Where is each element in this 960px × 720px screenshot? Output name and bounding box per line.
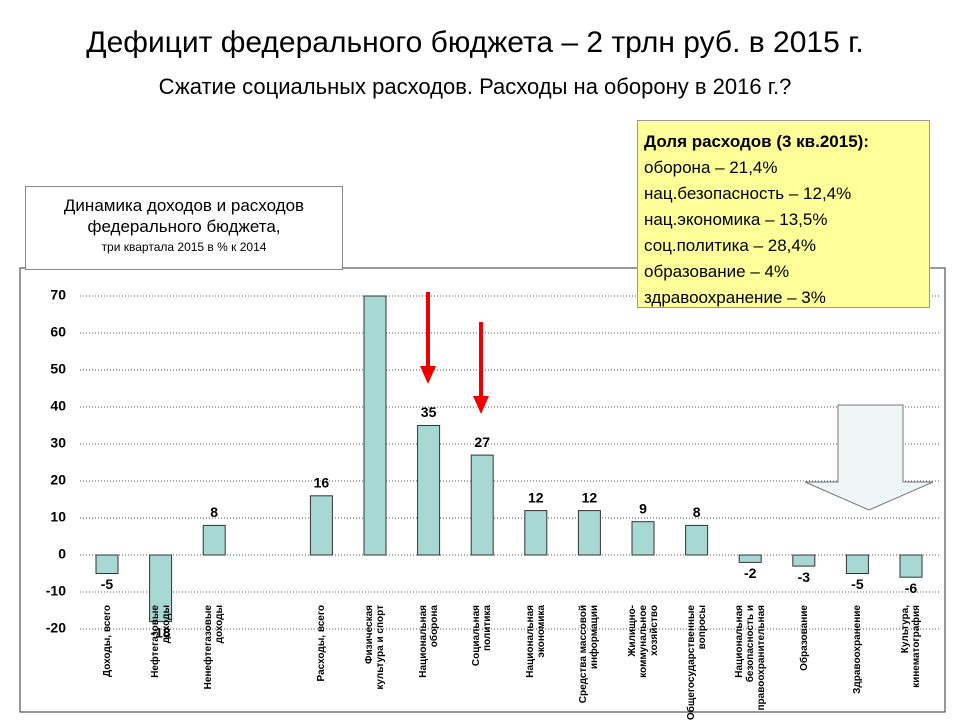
- y-tick-label: 0: [58, 546, 66, 562]
- y-tick-label: 10: [50, 509, 66, 525]
- bar: [149, 554, 173, 623]
- value-label: -18: [150, 624, 170, 640]
- x-tick-label: Образование: [798, 605, 810, 671]
- bar: [845, 554, 869, 574]
- y-tick-label: -10: [46, 583, 66, 599]
- x-tick-label: Национальная безопасность и правоохранит…: [733, 605, 767, 711]
- inset-title-line: федерального бюджета,: [87, 217, 281, 236]
- x-tick-label: Средства массовой информации: [578, 605, 601, 704]
- y-tick-label: -20: [46, 620, 66, 636]
- y-tick-label: 50: [50, 361, 66, 377]
- x-tick-label: Культура, кинематография: [900, 605, 922, 688]
- bar: [470, 454, 494, 556]
- x-tick-label: Расходы, всего: [315, 605, 327, 682]
- bar: [738, 554, 762, 563]
- y-tick-label: 40: [50, 398, 66, 414]
- x-tick-label: Национальная экономика: [524, 605, 547, 678]
- y-tick-label: 30: [50, 435, 66, 451]
- value-label: 8: [693, 504, 701, 520]
- bar: [363, 295, 387, 556]
- y-tick-label: 60: [50, 324, 66, 340]
- bar: [202, 524, 226, 556]
- value-label: -5: [851, 576, 864, 592]
- bar: [899, 554, 923, 578]
- x-tick-label: Нефтегазовые доходы: [149, 605, 172, 678]
- x-tick-label: Здравоохранение: [851, 605, 863, 694]
- bar: [577, 510, 601, 556]
- value-label: 35: [421, 404, 437, 420]
- value-label: 16: [314, 475, 330, 491]
- value-label: 12: [582, 489, 598, 505]
- inset-title: Динамика доходов и расходов федерального …: [26, 195, 342, 237]
- bar: [524, 510, 548, 556]
- value-label: 12: [528, 489, 544, 505]
- x-tick-label: Социальная политика: [471, 605, 494, 667]
- x-tick-label: Физическая культура и спорт: [364, 605, 386, 690]
- value-label: -5: [101, 576, 114, 592]
- x-tick-label: Общегосударственные вопросы: [685, 605, 708, 720]
- chart-title: Дефицит федерального бюджета – 2 трлн ру…: [86, 26, 863, 59]
- value-label: -6: [905, 580, 918, 596]
- note-line: нац.безопасность – 12,4%: [644, 184, 852, 203]
- bar: [685, 524, 709, 556]
- value-label: 8: [210, 504, 218, 520]
- bar: [417, 425, 441, 556]
- note-box: Доля расходов (3 кв.2015): оборона – 21,…: [637, 120, 930, 308]
- note-line: нац.экономика – 13,5%: [644, 210, 828, 229]
- value-label: -2: [744, 565, 757, 581]
- note-line: соц.политика – 28,4%: [644, 236, 816, 255]
- plot-frame: [19, 267, 946, 713]
- inset-title-line: Динамика доходов и расходов: [63, 196, 305, 215]
- note-line: оборона – 21,4%: [644, 158, 778, 177]
- inset-box: Динамика доходов и расходов федерального …: [25, 186, 343, 270]
- note-line: образование – 4%: [644, 262, 790, 281]
- inset-subtitle: три квартала 2015 в % к 2014: [101, 240, 267, 254]
- y-tick-label: 20: [50, 472, 66, 488]
- x-tick-label: Доходы, всего: [101, 605, 113, 678]
- y-tick-label: 70: [50, 287, 66, 303]
- value-label: 9: [639, 500, 647, 516]
- x-tick-label: Ненефтегазовые доходы: [203, 605, 226, 690]
- bar: [95, 554, 119, 574]
- value-label: 27: [474, 434, 490, 450]
- down-arrow: [804, 404, 934, 511]
- x-tick-label: Жилищно-коммунальное хозяйство: [626, 605, 660, 678]
- note-line: здравоохранение – 3%: [644, 288, 826, 307]
- bar: [792, 554, 816, 567]
- bar: [631, 521, 655, 556]
- chart-subtitle: Сжатие социальных расходов. Расходы на о…: [159, 74, 792, 99]
- x-tick-label: Национальная оборона: [417, 605, 440, 678]
- note-title: Доля расходов (3 кв.2015):: [644, 132, 869, 151]
- bar: [309, 495, 333, 556]
- value-label: -3: [798, 569, 811, 585]
- red-arrow: [420, 292, 489, 414]
